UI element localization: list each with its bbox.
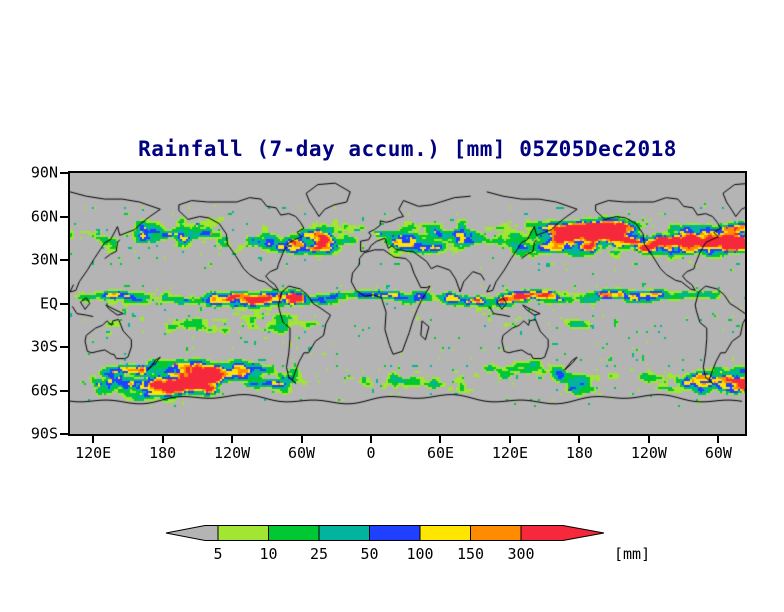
lat-tick (60, 302, 68, 305)
colorbar-segment (419, 525, 471, 541)
colorbar-segment (470, 525, 522, 541)
lat-tick (60, 259, 68, 261)
colorbar-segment (369, 525, 421, 541)
lat-tick-label: 30N (30, 250, 58, 269)
lon-tick-label: 120W (214, 444, 251, 462)
lon-tick-label: 120E (491, 444, 529, 462)
world-rainfall-map (70, 173, 745, 434)
colorbar (165, 525, 605, 541)
colorbar-right-arrow (520, 525, 605, 541)
lon-tick-label: 60W (288, 444, 316, 462)
lon-tick (231, 435, 234, 443)
lon-tick (508, 435, 511, 443)
lon-tick (717, 435, 720, 443)
colorbar-level-label: 150 (456, 545, 485, 563)
lon-tick (578, 435, 581, 443)
lon-tick (647, 435, 650, 443)
lon-tick-label: 60E (426, 444, 455, 462)
lat-tick-label: 30S (30, 337, 58, 356)
map-frame (68, 171, 747, 436)
colorbar-left-arrow (165, 525, 219, 541)
colorbar-level-label: 300 (507, 545, 535, 563)
lon-tick-label: 120E (75, 444, 112, 462)
colorbar-segment (217, 525, 269, 541)
colorbar-level-label: 100 (406, 545, 434, 563)
lon-tick-label: 180 (149, 444, 177, 462)
figure-title: Rainfall (7-day accum.) [mm] 05Z05Dec201… (138, 137, 677, 161)
colorbar-level-label: 5 (213, 545, 223, 563)
lat-tick-label: 90S (30, 424, 58, 443)
lat-tick (60, 215, 68, 218)
lon-tick (300, 435, 303, 443)
colorbar-level-label: 50 (360, 545, 379, 563)
colorbar-segment (268, 525, 320, 541)
lat-tick (60, 433, 68, 435)
colorbar-level-label: 10 (259, 545, 278, 563)
lon-tick (439, 435, 442, 443)
colorbar-segment (318, 525, 370, 541)
lat-tick (60, 346, 68, 348)
lat-tick-label: 60S (30, 381, 58, 399)
lon-tick (370, 435, 373, 443)
lon-tick-label: 180 (565, 444, 593, 462)
lat-tick-label: 60N (30, 207, 58, 225)
lon-tick-label: 120W (630, 444, 667, 462)
lon-tick-label: 0 (366, 444, 376, 462)
colorbar-level-label: 25 (309, 545, 329, 563)
lat-tick-label: 90N (30, 163, 58, 182)
lon-tick (92, 435, 95, 443)
lat-tick (60, 389, 68, 392)
lat-tick-label: EQ (39, 294, 58, 312)
lat-tick (60, 172, 68, 174)
lon-tick (161, 435, 164, 443)
lon-tick-label: 60W (704, 444, 732, 462)
colorbar-unit-label: [mm] (614, 545, 651, 563)
